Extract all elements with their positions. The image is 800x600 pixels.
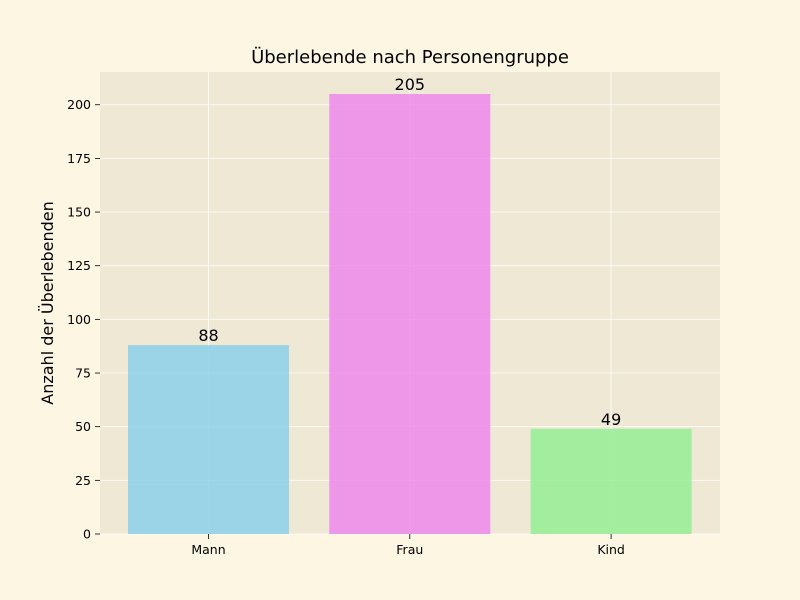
x-axis-ticks: Mann Frau Kind (191, 534, 625, 557)
y-tick-label: 100 (67, 312, 91, 327)
data-label: 205 (395, 75, 426, 94)
y-axis-ticks: 0 25 50 75 100 125 150 175 200 (67, 97, 100, 542)
x-tick-label: Mann (191, 542, 225, 557)
y-tick-label: 175 (67, 151, 91, 166)
y-axis-label: Anzahl der Überlebenden (38, 201, 57, 404)
data-label: 49 (601, 410, 621, 429)
x-tick-label: Kind (597, 542, 625, 557)
y-tick-label: 200 (67, 97, 91, 112)
y-tick-label: 75 (75, 366, 91, 381)
x-tick-label: Frau (396, 542, 423, 557)
y-tick-label: 125 (67, 258, 91, 273)
bar-kind (530, 428, 692, 534)
bars (128, 94, 692, 534)
data-label: 88 (198, 326, 218, 345)
data-labels: 88 205 49 (198, 75, 621, 429)
y-tick-label: 150 (67, 205, 91, 220)
y-tick-label: 25 (75, 473, 91, 488)
bar-frau (329, 94, 491, 534)
y-tick-label: 50 (75, 419, 91, 434)
y-tick-label: 0 (83, 527, 91, 542)
chart-title: Überlebende nach Personengruppe (251, 46, 569, 68)
bar-mann (128, 345, 289, 534)
